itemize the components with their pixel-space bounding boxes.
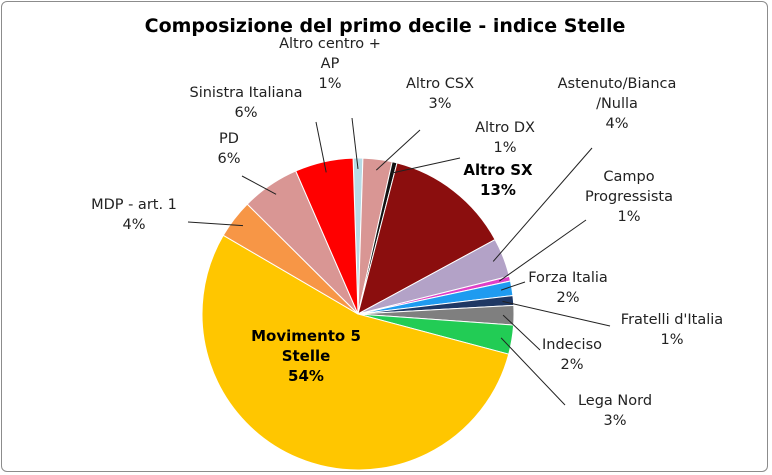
slice-label: Indeciso 2% xyxy=(542,337,602,373)
leader-line xyxy=(502,300,611,327)
slice-label: Altro DX 1% xyxy=(475,120,535,156)
leader-line xyxy=(351,117,359,169)
slice-label: Altro SX 13% xyxy=(463,161,533,199)
slice-label: Movimento 5 Stelle 54% xyxy=(251,327,361,385)
leader-line xyxy=(500,281,526,291)
slice-label: Altro CSX 3% xyxy=(406,76,474,112)
leader-line xyxy=(499,219,587,282)
leader-line xyxy=(241,175,277,195)
leader-line xyxy=(315,121,327,173)
slice-label: Forza Italia 2% xyxy=(528,270,608,306)
leader-line xyxy=(187,221,244,227)
leader-line xyxy=(502,314,541,351)
slice-label: Campo Progressista 1% xyxy=(585,169,673,225)
pie-slice-altro-sx xyxy=(357,162,496,315)
slice-label: MDP - art. 1 4% xyxy=(91,197,177,233)
chart-title: Composizione del primo decile - indice S… xyxy=(145,15,626,37)
slice-label: Astenuto/Bianca/Nulla 4% xyxy=(558,76,677,132)
slice-label: PD 6% xyxy=(217,131,240,167)
leader-line xyxy=(500,337,566,406)
leader-line xyxy=(375,129,421,171)
leader-line xyxy=(391,157,461,174)
pie-slice-movimento-5-stelle xyxy=(201,234,510,471)
slice-label: Lega Nord 3% xyxy=(578,393,652,429)
leader-line xyxy=(492,147,593,262)
slice-label: Altro centro + AP 1% xyxy=(279,36,381,92)
slice-label: Sinistra Italiana 6% xyxy=(189,85,302,121)
slice-label: Fratelli d'Italia 1% xyxy=(621,312,723,348)
